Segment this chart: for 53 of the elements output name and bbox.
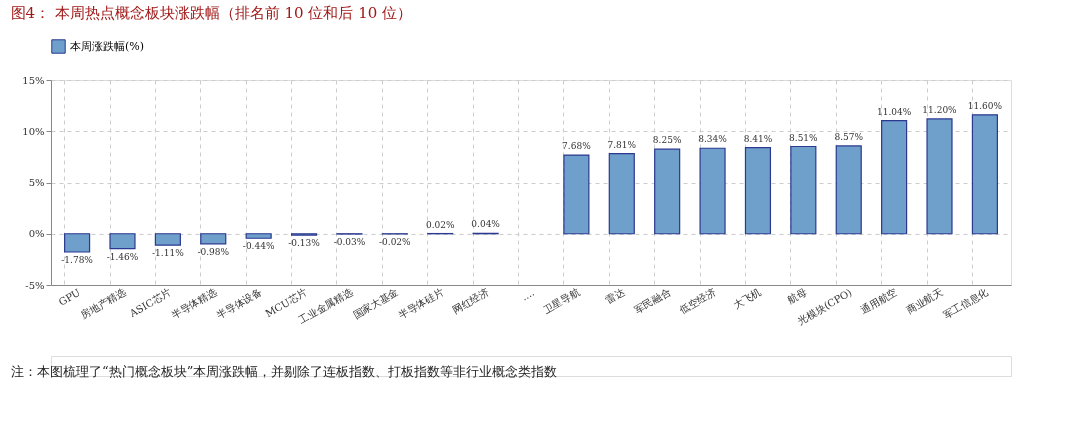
data-label: 11.20%: [922, 104, 958, 115]
chart-title: 图4： 本周热点概念板块涨跌幅（排名前 10 位和后 10 位）: [10, 4, 413, 22]
data-label: 7.81%: [607, 139, 637, 150]
bar: [109, 233, 136, 250]
y-tick-label: 10%: [22, 125, 45, 137]
x-tick-label: 大飞机: [731, 286, 763, 312]
x-tick-label: 军民融合: [632, 286, 673, 317]
data-label: 8.41%: [743, 133, 773, 144]
legend-label: 本周涨跌幅(%): [70, 39, 145, 53]
bar: [881, 119, 908, 235]
bar: [563, 154, 590, 235]
data-label: 8.51%: [789, 132, 819, 143]
data-label: -1.78%: [61, 254, 94, 265]
x-tick-label: 卫星导航: [541, 286, 582, 317]
bar: [245, 233, 272, 239]
x-tick-label: 雷达: [603, 286, 627, 307]
x-tick-label: ....: [519, 286, 536, 303]
x-tick-label: 通用航空: [858, 286, 900, 317]
data-label: 11.60%: [967, 100, 1003, 111]
y-tick-label: -5%: [25, 279, 45, 291]
bar: [654, 148, 681, 235]
data-label: 11.04%: [876, 106, 912, 117]
data-label: 0.02%: [425, 219, 455, 230]
x-tick-label: 航母: [785, 286, 809, 307]
bar: [790, 145, 817, 235]
x-tick-label: 网红经济: [450, 286, 491, 317]
bar: [699, 147, 726, 235]
bar: [835, 145, 862, 235]
y-tick-label: 15%: [22, 74, 45, 86]
data-label: -0.98%: [197, 246, 230, 257]
text: 注：本图梳理了“热门概念板块”本周涨跌幅，并剔除了连板指数、打板指数等非行业概念类指数: [11, 364, 558, 379]
data-label: -0.02%: [379, 236, 412, 247]
bar: [744, 146, 772, 235]
data-label: -0.13%: [288, 238, 321, 249]
data-label: 8.25%: [652, 135, 682, 146]
x-tick-label: 低空经济: [677, 286, 718, 317]
x-tick-label: 半导体硅片: [396, 286, 446, 322]
data-label: 8.34%: [698, 134, 728, 145]
bar: [926, 118, 953, 235]
data-label: -1.46%: [106, 251, 139, 262]
data-label: -0.03%: [333, 237, 366, 248]
data-label: 8.57%: [834, 131, 864, 142]
data-label: -1.11%: [152, 248, 185, 259]
data-label: 0.04%: [471, 219, 501, 230]
y-tick-label: 5%: [28, 177, 45, 188]
bar: [608, 153, 635, 235]
bar: [154, 233, 181, 246]
data-label: -0.44%: [242, 241, 275, 252]
bar: [200, 233, 227, 245]
data-label: 7.68%: [562, 141, 592, 152]
bar: [64, 233, 91, 253]
y-tick-label: 0%: [28, 228, 45, 240]
bar: [971, 114, 998, 235]
